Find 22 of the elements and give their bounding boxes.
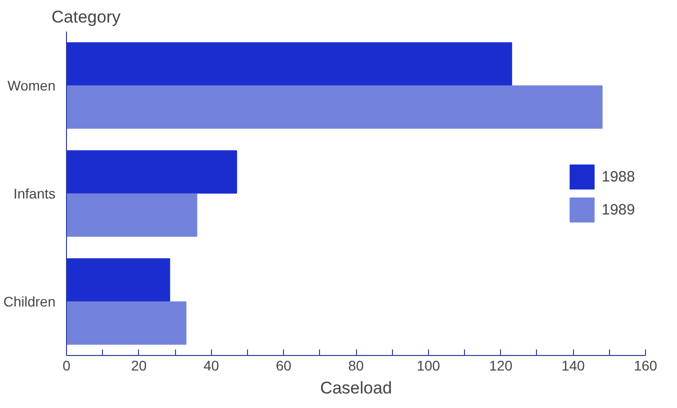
bar [66,301,186,345]
bar [66,193,198,237]
y-axis-title: Category [52,8,121,26]
x-tick-label: 20 [131,358,147,374]
x-axis-title: Caseload [320,378,392,398]
x-tick-label: 60 [276,358,292,374]
y-tick-label: Infants [13,186,56,202]
bar [66,150,238,194]
x-tick-label: 0 [62,358,71,374]
x-tick-label: 140 [561,358,586,374]
x-tick-label: 120 [489,358,513,374]
y-tick-label: Children [3,294,56,310]
x-tick-label: 80 [348,358,364,374]
legend-label: 1989 [602,201,635,218]
legend-label: 1988 [602,168,635,185]
bar [66,85,603,129]
x-tick-label: 160 [634,358,658,374]
bar [66,258,170,302]
bar [66,42,512,86]
x-tick-label: 40 [203,358,220,374]
y-tick-label: Women [8,78,56,94]
x-tick-label: 100 [416,358,440,374]
